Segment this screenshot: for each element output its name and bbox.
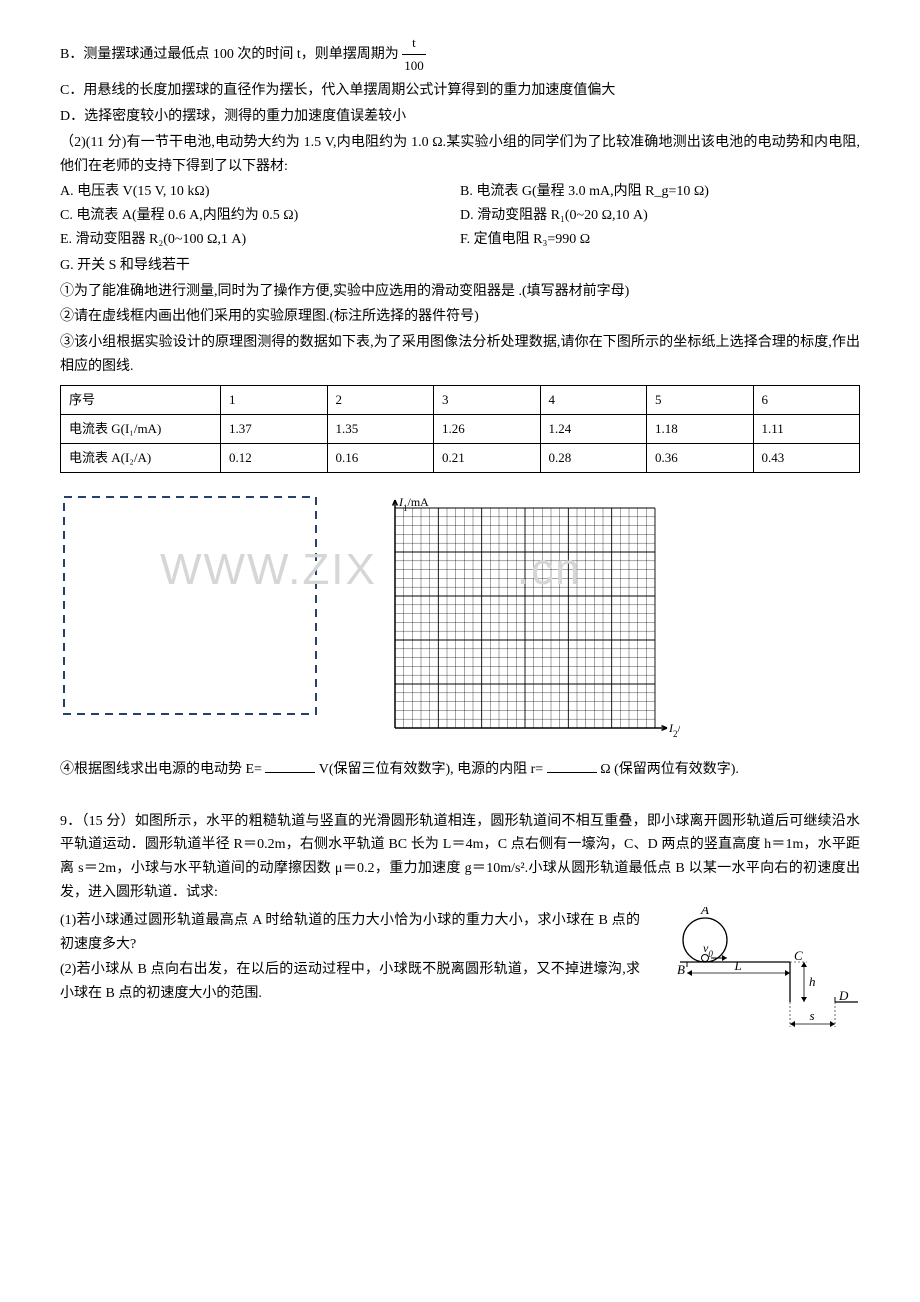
device-g: G. 开关 S 和导线若干 (60, 254, 860, 278)
row2-label: 电流表 A(I₂/A) (61, 443, 221, 472)
option-c: C．用悬线的长度加摆球的直径作为摆长，代入单摆周期公式计算得到的重力加速度值偏大 (60, 79, 860, 103)
svg-text:C: C (794, 948, 803, 963)
device-d: D. 滑动变阻器 R₁(0~20 Ω,10 A) (460, 204, 860, 228)
q9-sub1: (1)若小球通过圆形轨道最高点 A 时给轨道的压力大小恰为小球的重力大小，求小球… (60, 909, 640, 957)
device-e: E. 滑动变阻器 R₂(0~100 Ω,1 A) (60, 228, 460, 252)
option-b-prefix: B．测量摆球通过最低点 100 次的时间 t，则单摆周期为 (60, 47, 399, 62)
grid-paper-chart: I1/mA I2/A (360, 493, 680, 743)
table-row-header: 序号 1 2 3 4 5 6 (61, 385, 860, 414)
r2c2: 0.16 (327, 443, 434, 472)
q4-mid: V(保留三位有效数字), 电源的内阻 r= (319, 762, 544, 777)
table-row-i2: 电流表 A(I₂/A) 0.12 0.16 0.21 0.28 0.36 0.4… (61, 443, 860, 472)
r2c3: 0.21 (434, 443, 541, 472)
th-4: 4 (540, 385, 647, 414)
option-b: B．测量摆球通过最低点 100 次的时间 t，则单摆周期为 t 100 (60, 32, 860, 77)
experiment-data-table: 序号 1 2 3 4 5 6 电流表 G(I₁/mA) 1.37 1.35 1.… (60, 385, 860, 473)
blank-emf (265, 759, 315, 773)
svg-text:B: B (677, 962, 685, 977)
r1c5: 1.18 (647, 414, 754, 443)
q4-prefix: ④根据图线求出电源的电动势 E= (60, 762, 262, 777)
figure-row: WWW.ZIX.cn I1/mAI2/A (60, 493, 860, 743)
th-5: 5 (647, 385, 754, 414)
devices-row-3: E. 滑动变阻器 R₂(0~100 Ω,1 A) F. 定值电阻 R₃=990 … (60, 228, 860, 252)
svg-text:s: s (810, 1008, 815, 1023)
th-1: 1 (221, 385, 328, 414)
device-f: F. 定值电阻 R₃=990 Ω (460, 228, 860, 252)
svg-text:I1/mA: I1/mA (398, 495, 429, 513)
blank-r (547, 759, 597, 773)
r1c2: 1.35 (327, 414, 434, 443)
svg-text:I2/A: I2/A (668, 721, 680, 739)
r1c4: 1.24 (540, 414, 647, 443)
devices-row-1: A. 电压表 V(15 V, 10 kΩ) B. 电流表 G(量程 3.0 mA… (60, 180, 860, 204)
th-2: 2 (327, 385, 434, 414)
svg-text:h: h (809, 974, 816, 989)
frac-num: t (402, 32, 426, 55)
part2-intro: （2)(11 分)有一节干电池,电动势大约为 1.5 V,内电阻约为 1.0 Ω… (60, 131, 860, 179)
frac-den: 100 (402, 55, 426, 77)
device-b: B. 电流表 G(量程 3.0 mA,内阻 R_g=10 Ω) (460, 180, 860, 204)
fraction-t-100: t 100 (402, 32, 426, 77)
sub-q3: ③该小组根据实验设计的原理图测得的数据如下表,为了采用图像法分析处理数据,请你在… (60, 331, 860, 379)
r2c1: 0.12 (221, 443, 328, 472)
r2c4: 0.28 (540, 443, 647, 472)
physics-diagram: ABv0CLDhs (660, 907, 860, 1037)
row1-label: 电流表 G(I₁/mA) (61, 414, 221, 443)
sub-q2: ②请在虚线框内画出他们采用的实验原理图.(标注所选择的器件符号) (60, 305, 860, 329)
svg-text:D: D (838, 988, 849, 1003)
device-c: C. 电流表 A(量程 0.6 A,内阻约为 0.5 Ω) (60, 204, 460, 228)
th-序号: 序号 (61, 385, 221, 414)
r2c5: 0.36 (647, 443, 754, 472)
th-3: 3 (434, 385, 541, 414)
r1c3: 1.26 (434, 414, 541, 443)
sub-q4: ④根据图线求出电源的电动势 E= V(保留三位有效数字), 电源的内阻 r= Ω… (60, 758, 860, 782)
r1c1: 1.37 (221, 414, 328, 443)
th-6: 6 (753, 385, 860, 414)
r1c6: 1.11 (753, 414, 860, 443)
q9-sub2: (2)若小球从 B 点向右出发，在以后的运动过程中，小球既不脱离圆形轨道，又不掉… (60, 958, 640, 1006)
q9-header: 9．（15 分）如图所示，水平的粗糙轨道与竖直的光滑圆形轨道相连，圆形轨道间不相… (60, 810, 860, 905)
q9-body: (1)若小球通过圆形轨道最高点 A 时给轨道的压力大小恰为小球的重力大小，求小球… (60, 907, 860, 1037)
svg-text:A: A (700, 907, 709, 917)
sub-q1: ①为了能准确地进行测量,同时为了操作方便,实验中应选用的滑动变阻器是 .(填写器… (60, 280, 860, 304)
devices-row-2: C. 电流表 A(量程 0.6 A,内阻约为 0.5 Ω) D. 滑动变阻器 R… (60, 204, 860, 228)
svg-text:L: L (734, 958, 742, 973)
r2c6: 0.43 (753, 443, 860, 472)
table-row-i1: 电流表 G(I₁/mA) 1.37 1.35 1.26 1.24 1.18 1.… (61, 414, 860, 443)
device-a: A. 电压表 V(15 V, 10 kΩ) (60, 180, 460, 204)
q9-text-col: (1)若小球通过圆形轨道最高点 A 时给轨道的压力大小恰为小球的重力大小，求小球… (60, 907, 640, 1008)
dashed-box (60, 493, 320, 718)
option-d: D．选择密度较小的摆球，测得的重力加速度值误差较小 (60, 105, 860, 129)
q4-suffix: Ω (保留两位有效数字). (600, 762, 739, 777)
